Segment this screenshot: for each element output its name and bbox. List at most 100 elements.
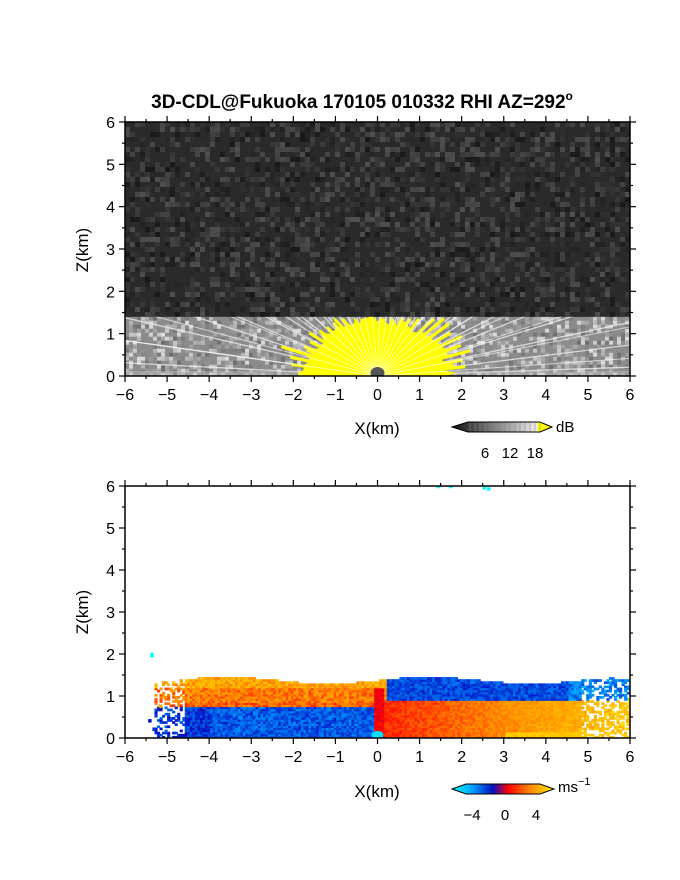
noise-cell	[610, 232, 615, 237]
noise-cell	[340, 137, 345, 142]
layer-cell	[229, 336, 233, 341]
saturated-spike	[318, 329, 341, 348]
noise-cell	[125, 127, 130, 132]
noise-cell	[270, 127, 275, 132]
layer-cell	[625, 328, 629, 333]
noise-cell	[350, 217, 355, 222]
layer-cell	[233, 328, 237, 333]
layer-cell	[617, 352, 621, 357]
layer-cell	[253, 332, 257, 337]
noise-cell	[190, 137, 195, 142]
noise-cell	[460, 247, 465, 252]
noise-cell	[550, 152, 555, 157]
layer-cell	[153, 352, 157, 357]
noise-cell	[450, 157, 455, 162]
layer-cell	[297, 328, 301, 333]
layer-cell	[145, 364, 149, 369]
layer-cell	[605, 352, 609, 357]
noise-cell	[125, 132, 130, 137]
saturated-region	[297, 316, 458, 376]
noise-cell	[355, 217, 360, 222]
layer-cell	[237, 340, 241, 345]
noise-cell	[490, 197, 495, 202]
noise-cell	[465, 152, 470, 157]
figure-title: 3D-CDL@Fukuoka 170105 010332 RHI AZ=292o	[151, 89, 573, 113]
noise-cell	[330, 257, 335, 262]
noise-cell	[190, 192, 195, 197]
noise-cell	[160, 137, 165, 142]
noise-cell	[290, 187, 295, 192]
layer-cell	[493, 368, 497, 373]
noise-cell	[555, 197, 560, 202]
layer-cell	[625, 344, 629, 349]
layer-cell	[549, 316, 553, 321]
noise-cell	[175, 167, 180, 172]
noise-cell	[330, 192, 335, 197]
layer-cell	[169, 372, 173, 376]
noise-cell	[385, 177, 390, 182]
noise-cell	[170, 227, 175, 232]
noise-cell	[610, 242, 615, 247]
layer-cell	[253, 372, 257, 376]
noise-cell	[185, 137, 190, 142]
noise-cell	[490, 257, 495, 262]
noise-cell	[215, 167, 220, 172]
noise-cell	[380, 227, 385, 232]
noise-cell	[230, 132, 235, 137]
noise-cell	[595, 252, 600, 257]
noise-cell	[145, 212, 150, 217]
noise-cell	[515, 147, 520, 152]
noise-cell	[270, 122, 275, 127]
layer-cell	[129, 364, 133, 369]
layer-cell	[601, 356, 605, 361]
noise-cell	[560, 237, 565, 242]
noise-cell	[290, 147, 295, 152]
noise-cell	[270, 172, 275, 177]
noise-cell	[570, 157, 575, 162]
noise-cell	[360, 212, 365, 217]
noise-cell	[600, 182, 605, 187]
layer-cell	[241, 360, 245, 365]
layer-cell	[517, 364, 521, 369]
layer-cell	[617, 336, 621, 341]
layer-cell	[573, 344, 577, 349]
noise-cell	[420, 222, 425, 227]
noise-cell	[335, 147, 340, 152]
noise-cell	[320, 257, 325, 262]
noise-cell	[205, 202, 210, 207]
noise-cell	[150, 217, 155, 222]
layer-cell	[585, 352, 589, 357]
layer-cell	[621, 324, 625, 329]
layer-cell	[157, 348, 161, 353]
noise-cell	[195, 187, 200, 192]
noise-cell	[625, 227, 630, 232]
noise-cell	[235, 237, 240, 242]
layer-cell	[257, 364, 261, 369]
layer-cell	[261, 344, 265, 349]
noise-cell	[610, 142, 615, 147]
noise-cell	[520, 197, 525, 202]
layer-cell	[225, 368, 229, 373]
noise-cell	[205, 187, 210, 192]
noise-cell	[610, 152, 615, 157]
noise-cell	[170, 137, 175, 142]
noise-cell	[360, 192, 365, 197]
noise-cell	[385, 197, 390, 202]
noise-cell	[530, 232, 535, 237]
saturated-spike	[361, 318, 372, 336]
noise-cell	[580, 182, 585, 187]
layer-cell	[537, 352, 541, 357]
noise-cell	[205, 172, 210, 177]
noise-cell	[305, 127, 310, 132]
noise-cell	[150, 252, 155, 257]
noise-cell	[375, 197, 380, 202]
layer-cell	[493, 336, 497, 341]
layer-cell	[561, 336, 565, 341]
layer-cell	[569, 352, 573, 357]
noise-cell	[545, 162, 550, 167]
noise-cell	[345, 127, 350, 132]
noise-cell	[285, 202, 290, 207]
noise-cell	[410, 127, 415, 132]
noise-cell	[280, 227, 285, 232]
noise-cell	[295, 172, 300, 177]
